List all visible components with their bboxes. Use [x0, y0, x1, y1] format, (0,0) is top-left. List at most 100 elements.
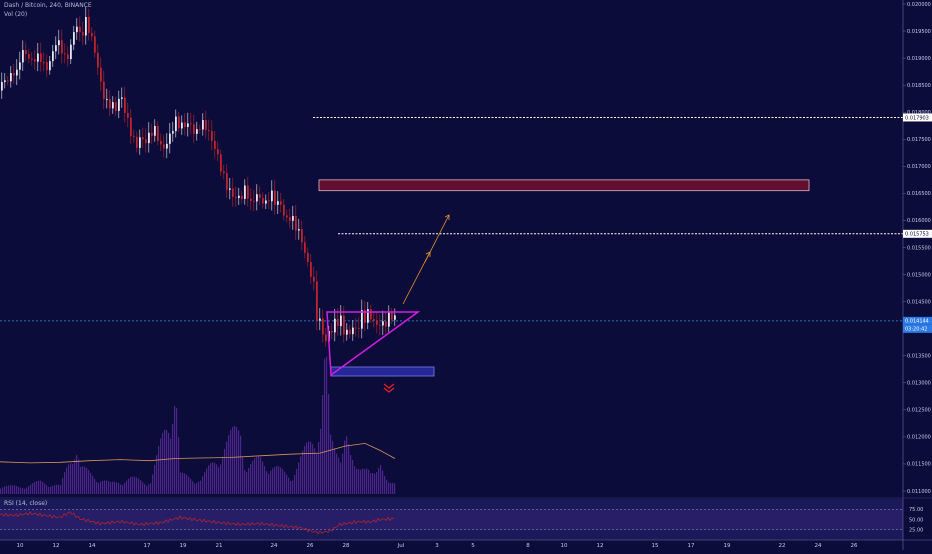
volume-bar [40, 480, 42, 494]
candle-body [49, 61, 51, 71]
candle-body [166, 143, 168, 149]
volume-bar [144, 483, 146, 494]
candle-body [286, 215, 288, 218]
candle-body [169, 133, 171, 144]
candle-body [367, 309, 369, 323]
candle-body [76, 26, 78, 33]
time-tick-label: 8 [526, 543, 530, 549]
time-tick-label: 26 [307, 543, 314, 549]
volume-bar [50, 486, 52, 494]
volume-bar [372, 472, 374, 494]
candle-body [4, 80, 6, 82]
volume-bar [124, 482, 126, 494]
volume-bar [240, 435, 242, 494]
volume-bar [374, 473, 376, 494]
chevron-down-icon [383, 387, 395, 393]
current-price-tag-bg [903, 316, 932, 325]
price-tick-label: 0.016000 [907, 218, 931, 224]
rsi-band [0, 509, 903, 530]
time-tick-label: 24 [815, 543, 822, 549]
volume-bar [308, 441, 310, 494]
price-tick-label: 0.017000 [907, 164, 931, 170]
candle-body [313, 276, 315, 282]
volume-bar [24, 488, 26, 494]
volume-bar [248, 467, 250, 494]
candle-body [100, 67, 102, 82]
price-tick-label: 0.018500 [907, 83, 931, 89]
volume-bar [118, 483, 120, 494]
volume-bar [136, 477, 138, 494]
volume-bar [224, 448, 226, 494]
candle-body [346, 329, 348, 335]
candle-body [337, 318, 339, 327]
level-upper-tag: 0.017903 [905, 115, 929, 121]
time-tick-label: 12 [53, 543, 60, 549]
time-tick-label: 19 [724, 543, 731, 549]
volume-bar [82, 466, 84, 494]
volume-bar [44, 483, 46, 494]
volume-bar [62, 478, 64, 494]
candles-layer [1, 6, 396, 348]
time-tick-label: 17 [688, 543, 695, 549]
volume-bar [364, 469, 366, 494]
volume-bar [106, 480, 108, 494]
volume-bar [150, 483, 152, 494]
candle-body [385, 321, 387, 327]
volume-bar [86, 468, 88, 494]
volume-bar [260, 457, 262, 494]
candle-body [211, 131, 213, 141]
volume-bar [234, 425, 236, 494]
volume-bar [196, 483, 198, 494]
volume-bar [290, 480, 292, 494]
volume-bar [202, 476, 204, 494]
volume-bar [192, 481, 194, 494]
volume-bar [122, 485, 124, 494]
volume-bar [322, 394, 324, 494]
volume-bar [170, 438, 172, 494]
volume-bar [278, 466, 280, 494]
volume-bar [72, 463, 74, 494]
time-tick-label: 14 [89, 543, 96, 549]
volume-bar [250, 464, 252, 494]
volume-bar [194, 483, 196, 494]
volume-bar [164, 429, 166, 494]
volume-bar [126, 480, 128, 494]
volume-bar [252, 460, 254, 494]
volume-bar [178, 437, 180, 494]
time-tick-label: 28 [343, 543, 350, 549]
volume-bar [268, 473, 270, 494]
volume-bar [206, 468, 208, 494]
volume-bar [80, 466, 82, 494]
price-tick-label: 0.017500 [907, 137, 931, 143]
candle-body [247, 185, 249, 199]
price-tick-label: 0.015000 [907, 272, 931, 278]
levels-layer [0, 116, 903, 377]
candle-body [28, 53, 30, 59]
candle-body [25, 50, 27, 54]
rsi-layer [0, 499, 903, 540]
candle-body [148, 132, 150, 144]
volume-bar [204, 472, 206, 494]
candle-body [127, 112, 129, 118]
volume-bar [298, 462, 300, 494]
candle-body [187, 123, 189, 127]
candle-body [70, 44, 72, 60]
candle-body [262, 197, 264, 204]
volume-bar [360, 469, 362, 494]
price-tick-label: 0.013000 [907, 381, 931, 387]
volume-bar [166, 429, 168, 494]
volume-bar [32, 483, 34, 494]
time-tick-label: 26 [851, 543, 858, 549]
volume-bar [312, 444, 314, 494]
volume-bar [226, 441, 228, 494]
candle-body [214, 140, 216, 150]
price-tick-label: 0.012000 [907, 435, 931, 441]
volume-bar [280, 467, 282, 494]
drawings-layer [326, 214, 450, 393]
volume-bar [104, 480, 106, 494]
time-tick-label: 15 [652, 543, 659, 549]
volume-bar [258, 456, 260, 494]
symbol-legend: Dash / Bitcoin, 240, BINANCE [4, 2, 92, 9]
volume-bar [320, 428, 322, 494]
candle-body [43, 62, 45, 63]
